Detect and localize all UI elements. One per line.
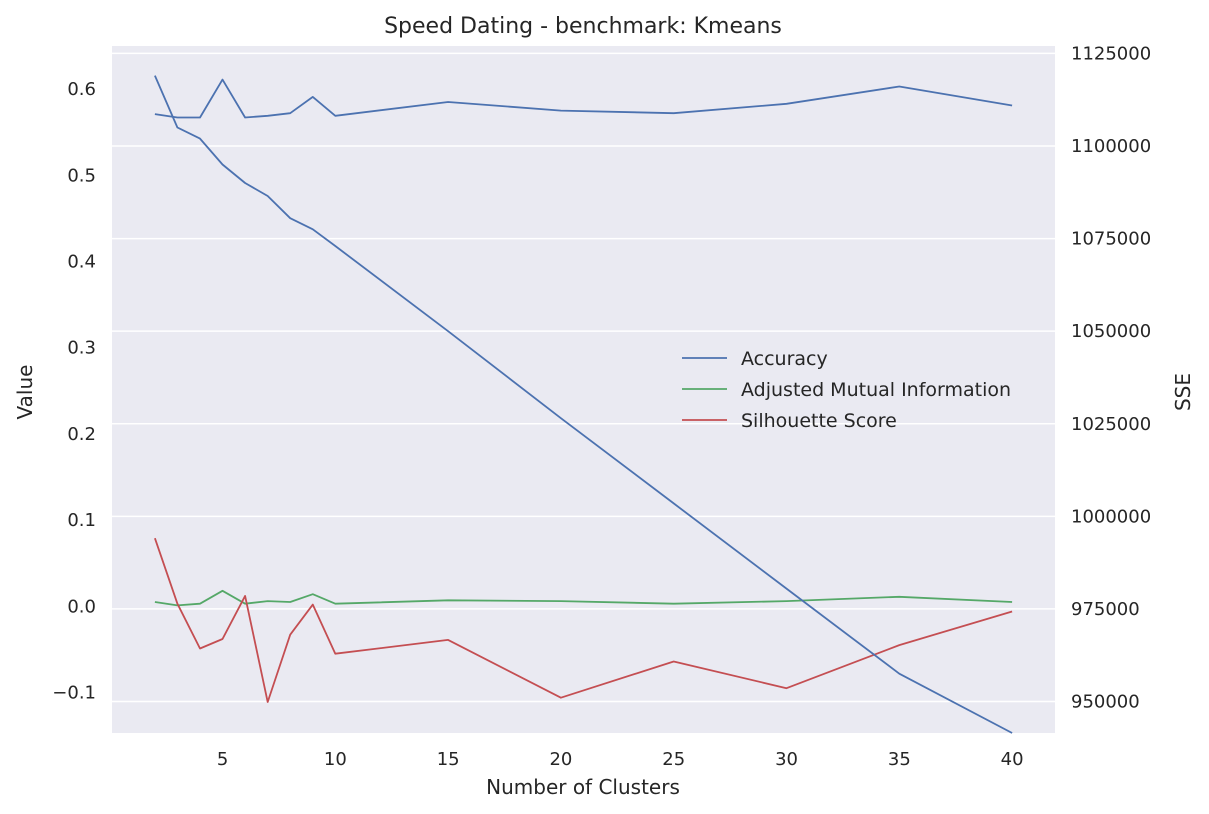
y2-tick-label: 1025000 <box>1071 414 1151 435</box>
y-tick-label: 0.4 <box>67 251 96 272</box>
y2-tick-label: 975000 <box>1071 599 1140 620</box>
y-tick-label: 0.5 <box>67 165 96 186</box>
x-axis-label: Number of Clusters <box>486 775 680 799</box>
y2-axis-label: SSE <box>1171 373 1195 411</box>
x-tick-label: 15 <box>437 749 460 770</box>
y2-tick-label: 1000000 <box>1071 506 1151 527</box>
y2-tick-label: 1100000 <box>1071 136 1151 157</box>
x-tick-label: 10 <box>324 749 347 770</box>
series-line-sse <box>154 75 1013 734</box>
legend-label-silhouette-score: Silhouette Score <box>741 410 897 432</box>
y2-tick-label: 1075000 <box>1071 229 1151 250</box>
y2-tick-label: 950000 <box>1071 692 1140 713</box>
gridlines <box>112 52 1055 703</box>
y2-axis-ticks: 1125000 1100000 1075000 1050000 1025000 10000… <box>1071 43 1151 712</box>
chart-title: Speed Dating - benchmark: Kmeans <box>384 14 782 39</box>
legend-label-accuracy: Accuracy <box>741 348 828 370</box>
legend-label-adjusted-mutual-information: Adjusted Mutual Information <box>741 379 1011 401</box>
series-line-adjusted-mutual-information <box>154 589 1013 607</box>
x-tick-label: 20 <box>549 749 572 770</box>
x-tick-label: 25 <box>662 749 685 770</box>
x-tick-label: 35 <box>888 749 911 770</box>
y-tick-label: 0.3 <box>67 338 96 359</box>
y2-tick-label: 1125000 <box>1071 43 1151 64</box>
y-axis-label: Value <box>13 365 37 420</box>
x-tick-label: 5 <box>217 749 228 770</box>
y-tick-label: 0.0 <box>67 596 96 617</box>
y2-tick-label: 1050000 <box>1071 321 1151 342</box>
y-tick-label: 0.1 <box>67 510 96 531</box>
x-axis-ticks: 5 10 15 20 25 30 35 40 <box>217 749 1024 770</box>
series-line-silhouette-score <box>154 537 1013 703</box>
series-line-accuracy <box>154 78 1013 119</box>
series-lines <box>154 75 1013 734</box>
legend: Accuracy Adjusted Mutual Information Silho… <box>682 348 1011 432</box>
plot-background <box>112 46 1055 733</box>
x-tick-label: 40 <box>1001 749 1024 770</box>
y-tick-label: −0.1 <box>52 682 96 703</box>
y-tick-label: 0.2 <box>67 424 96 445</box>
x-tick-label: 30 <box>775 749 798 770</box>
y-axis-ticks: 0.6 0.5 0.4 0.3 0.2 0.1 0.0 −0.1 <box>52 79 96 703</box>
y-tick-label: 0.6 <box>67 79 96 100</box>
